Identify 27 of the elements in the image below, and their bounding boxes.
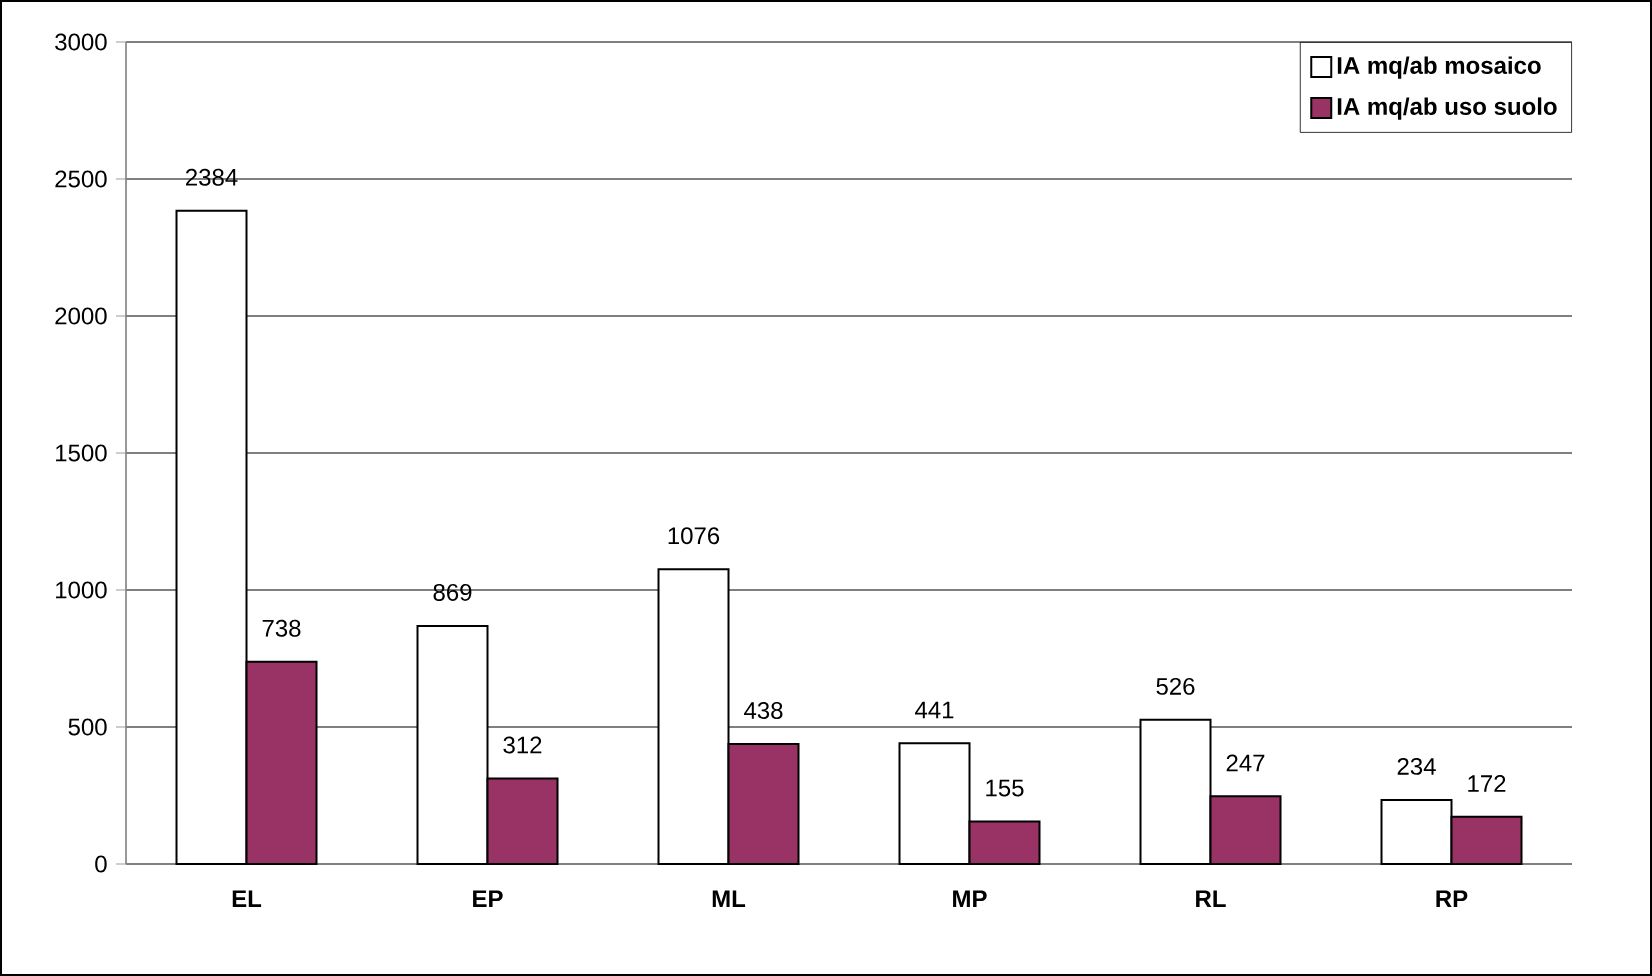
y-tick-label: 3000 xyxy=(55,33,107,51)
x-tick-label: MP xyxy=(953,890,987,907)
y-tick-label: 2000 xyxy=(55,307,107,325)
data-label: 869 xyxy=(433,583,472,601)
data-label: 172 xyxy=(1468,775,1506,792)
y-tick-label: 0 xyxy=(95,855,107,873)
data-label: 312 xyxy=(503,736,542,754)
data-label: 441 xyxy=(915,701,954,719)
y-tick-label: 2500 xyxy=(55,170,107,188)
data-label: 526 xyxy=(1156,677,1195,695)
data-label: 234 xyxy=(1397,757,1436,775)
legend-label: IA mq/ab uso suolo xyxy=(1337,97,1557,120)
y-tick-label: 500 xyxy=(68,718,107,736)
data-label: 438 xyxy=(744,702,783,719)
x-tick-label: RL xyxy=(1196,890,1226,907)
data-label: 2384 xyxy=(186,168,238,186)
x-tick-label: ML xyxy=(712,890,746,907)
data-label: 738 xyxy=(262,619,301,637)
data-label: 1076 xyxy=(668,527,720,545)
y-tick-label: 1000 xyxy=(56,581,107,599)
y-tick-label: 1500 xyxy=(56,444,107,462)
x-tick-label: EP xyxy=(473,890,503,907)
data-label: 155 xyxy=(986,779,1024,797)
legend-label: IA mq/ab mosaico xyxy=(1337,56,1541,79)
x-tick-label: RP xyxy=(1436,890,1468,907)
x-tick-label: EL xyxy=(232,890,262,907)
data-label: 247 xyxy=(1226,754,1265,772)
